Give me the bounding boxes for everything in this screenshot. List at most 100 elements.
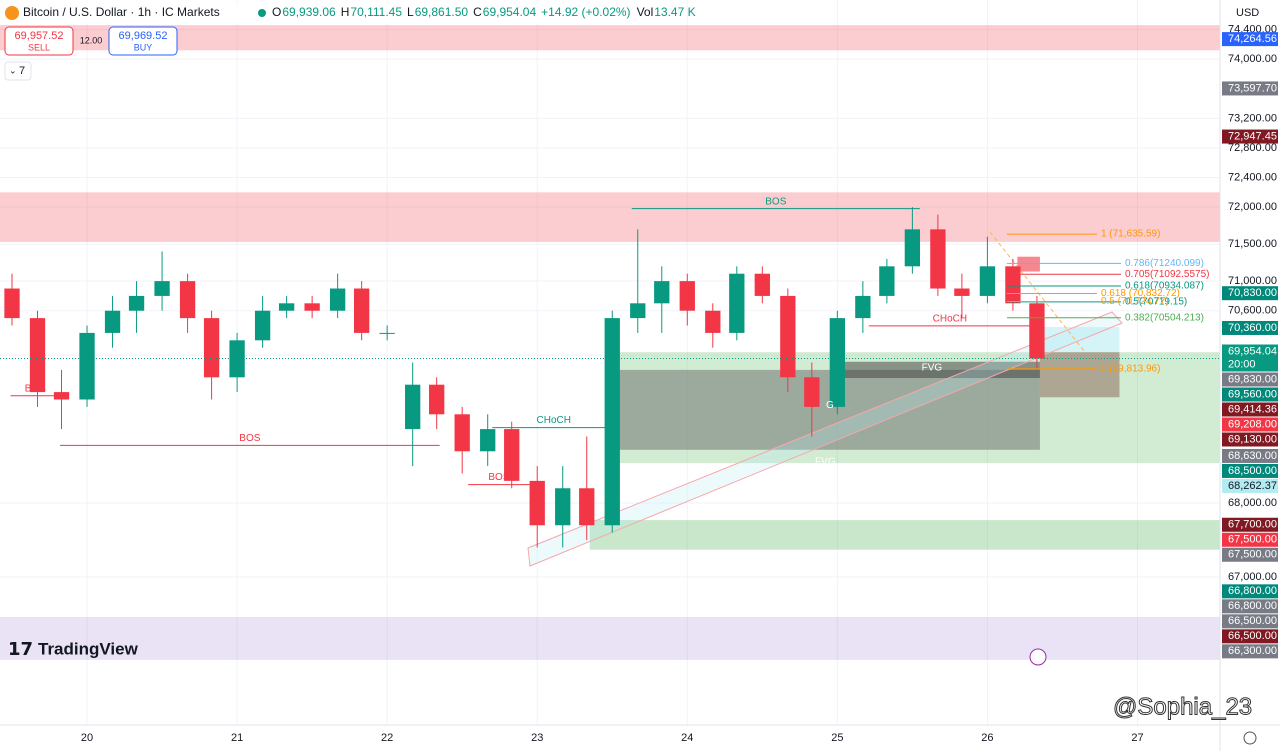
candle-body <box>1029 303 1045 359</box>
ohlc-value: 69,939.06 <box>282 5 336 19</box>
btc-icon <box>5 6 19 20</box>
x-tick-label: 26 <box>981 732 993 744</box>
y-tick-label: 74,000.00 <box>1228 53 1277 65</box>
candle-body <box>329 288 346 311</box>
indicators-toggle[interactable] <box>4 61 32 81</box>
y-tick-label: 72,800.00 <box>1228 142 1277 154</box>
price-badge <box>1222 517 1278 532</box>
candle-body <box>555 488 571 526</box>
x-tick-label: 22 <box>381 732 393 744</box>
price-badge-label: 69,130.00 <box>1228 433 1277 445</box>
candle-body <box>729 273 745 333</box>
price-badge <box>1222 584 1278 599</box>
candle-body <box>529 480 545 526</box>
spread: 12.00 <box>80 35 103 45</box>
header-bg <box>0 2 668 24</box>
price-badge-label: 66,300.00 <box>1228 645 1277 657</box>
price-badge-label: 70,830.00 <box>1228 287 1277 299</box>
price-badge-label: 67,500.00 <box>1228 534 1277 546</box>
volume-label: Vol <box>637 5 654 19</box>
fib-label: 0.786(71240.099) <box>1125 258 1204 269</box>
price-badge <box>1222 320 1278 335</box>
price-badge-label: 66,500.00 <box>1228 615 1277 627</box>
candle-body <box>379 332 395 334</box>
price-badge-label: 73,597.70 <box>1228 82 1277 94</box>
candle-body <box>203 318 220 378</box>
y-tick-label: 71,000.00 <box>1228 275 1277 287</box>
fib-label: 1 (71,635.59) <box>1101 229 1161 240</box>
candle-body <box>654 281 670 304</box>
ohlc-value: 69,861.50 <box>415 5 469 19</box>
y-tick-label: 73,200.00 <box>1228 112 1277 124</box>
sell-button[interactable] <box>4 26 74 56</box>
candle-body <box>780 295 796 378</box>
price-badge <box>1222 32 1278 47</box>
zone <box>1017 256 1040 272</box>
zone <box>1039 326 1120 353</box>
candle-body <box>579 488 595 526</box>
x-tick-label: 25 <box>831 732 843 744</box>
fib-label: 0.618 (70,832.72) <box>1101 288 1180 299</box>
ohlc-value: 69,954.04 <box>483 5 537 19</box>
price-badge <box>1222 463 1278 478</box>
buy-button[interactable] <box>108 26 178 56</box>
candle-body <box>630 303 646 319</box>
candle-body <box>79 332 95 400</box>
price-badge <box>1222 432 1278 447</box>
last-price-label: 69,954.04 <box>1228 345 1277 357</box>
plot-area: BOSBOSBOSCHoCHBOSCHoCHFVGFVGG1 (71,635.5… <box>0 0 1220 725</box>
price-badge <box>1222 372 1278 387</box>
volume: 13.47 K <box>654 5 695 19</box>
annotation: G <box>826 400 834 411</box>
y-tick-label: 68,000.00 <box>1228 497 1277 509</box>
candle-body <box>128 295 145 311</box>
logo: TradingView <box>38 639 139 658</box>
last-price-badge <box>1222 344 1278 372</box>
candle-body <box>829 318 845 407</box>
fib-label: 0.5(70719.15) <box>1125 297 1187 308</box>
zone <box>0 25 1220 51</box>
price-badge-label: 68,262.37 <box>1228 480 1277 492</box>
fib-label: 0.5 (70,724.77) <box>1101 296 1169 307</box>
x-tick-label: 24 <box>681 732 693 744</box>
zone <box>844 361 1040 379</box>
x-tick-label: 23 <box>531 732 543 744</box>
price-badge <box>1222 614 1278 629</box>
fib-label: 0.705(71092.5575) <box>1125 269 1210 280</box>
candle-body <box>254 310 271 341</box>
price-badge <box>1222 532 1278 547</box>
y-tick-label: 67,000.00 <box>1228 571 1277 583</box>
structure-label: BOS <box>488 472 509 483</box>
ohlc-label: O <box>272 5 281 19</box>
ohlc-label: H <box>341 5 350 19</box>
settings-icon[interactable] <box>1243 731 1257 745</box>
change: +14.92 (+0.02%) <box>541 5 630 19</box>
chevron: ⌄ <box>9 65 17 75</box>
event-icon[interactable] <box>1029 648 1047 666</box>
price-badge-label: 69,208.00 <box>1228 418 1277 430</box>
price-badge-label: 69,560.00 <box>1228 388 1277 400</box>
candle-body <box>29 318 46 393</box>
y-tick-label: 74,400.00 <box>1228 23 1277 35</box>
fib-label: 0.382(70504.213) <box>1125 312 1204 323</box>
candle-body <box>454 414 470 452</box>
candle-body <box>154 281 170 296</box>
candle-body <box>679 281 695 311</box>
x-tick-label: 21 <box>231 732 243 744</box>
price-badge <box>1222 402 1278 417</box>
price-badge-label: 66,500.00 <box>1228 630 1277 642</box>
buy-price: 69,969.52 <box>119 30 168 42</box>
candle-body <box>278 303 295 311</box>
price-badge-label: 66,800.00 <box>1228 600 1277 612</box>
ohlc-label: L <box>407 5 414 19</box>
candle-body <box>104 310 121 333</box>
zone <box>589 520 1220 550</box>
trend-channel <box>527 311 1123 567</box>
candle-body <box>855 295 871 319</box>
candle-body <box>179 281 196 319</box>
candle-body <box>1005 266 1021 304</box>
last-price-time: 20:00 <box>1228 358 1256 370</box>
y-tick-label: 72,400.00 <box>1228 171 1277 183</box>
